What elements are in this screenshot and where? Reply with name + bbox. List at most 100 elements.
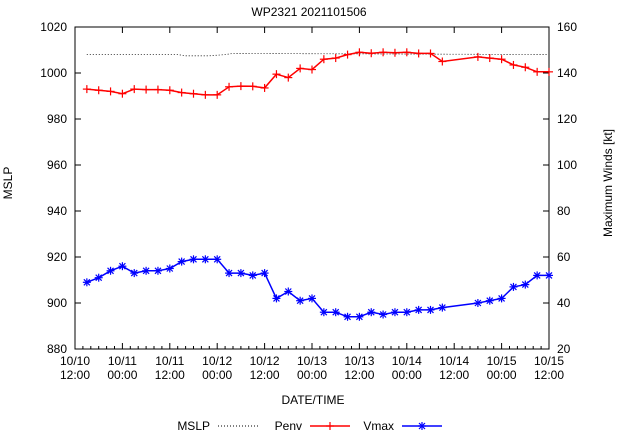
y-right-tick-label: 160	[557, 20, 577, 34]
data-point-penv	[213, 90, 222, 99]
data-point-penv	[82, 85, 91, 94]
marker-stroke	[391, 308, 399, 316]
marker-stroke	[213, 255, 221, 263]
y-right-tick-label: 140	[557, 66, 577, 80]
x-tick-label-time: 00:00	[392, 368, 422, 382]
data-point-penv	[533, 67, 542, 76]
data-point-vmax	[236, 269, 245, 278]
data-point-vmax	[308, 294, 316, 303]
x-tick-label-date: 10/14	[439, 354, 469, 368]
marker-stroke	[427, 306, 434, 314]
marker-stroke	[415, 306, 423, 314]
marker-stroke	[107, 267, 114, 275]
data-point-penv	[260, 83, 269, 92]
y-left-tick-label: 920	[47, 250, 67, 264]
data-point-penv	[189, 89, 198, 98]
data-point-penv	[94, 86, 103, 95]
y-left-tick-label: 1020	[40, 20, 67, 34]
y-right-tick-label: 120	[557, 112, 577, 126]
data-point-vmax	[497, 294, 506, 303]
data-point-vmax	[414, 305, 423, 314]
marker-stroke	[284, 288, 292, 295]
data-point-vmax	[106, 266, 115, 275]
data-point-vmax	[521, 280, 530, 289]
series-line-mslp	[86, 52, 550, 57]
y-right-tick-label: 80	[557, 204, 571, 218]
data-point-penv	[343, 50, 352, 59]
data-point-penv	[497, 55, 506, 64]
marker-stroke	[320, 308, 328, 316]
data-point-vmax	[260, 269, 269, 278]
data-point-vmax	[284, 287, 293, 296]
y-right-tick-label: 100	[557, 158, 577, 172]
data-point-vmax	[473, 299, 482, 307]
y-axis-right-label: Maximum Winds [kt]	[601, 129, 615, 237]
x-tick-label-time: 12:00	[155, 368, 185, 382]
data-point-penv	[130, 85, 139, 94]
x-tick-label-date: 10/11	[155, 354, 184, 368]
data-point-vmax	[118, 262, 127, 271]
x-tick-label-time: 12:00	[344, 368, 374, 382]
marker-stroke	[261, 269, 269, 277]
plot-frame-layer	[74, 26, 550, 350]
data-point-vmax	[296, 296, 305, 305]
data-point-penv	[177, 88, 186, 97]
marker-stroke	[355, 313, 363, 321]
marker-stroke	[296, 297, 304, 305]
data-point-penv	[414, 49, 423, 58]
x-tick-label-time: 00:00	[202, 368, 232, 382]
data-point-vmax	[343, 312, 352, 321]
data-point-penv	[236, 82, 245, 91]
marker-stroke	[83, 278, 91, 286]
data-point-penv	[379, 48, 388, 57]
data-point-penv	[485, 54, 494, 63]
data-point-vmax	[545, 271, 553, 280]
marker-stroke	[237, 269, 245, 277]
x-tick-label-date: 10/13	[297, 354, 327, 368]
marker-stroke	[474, 299, 482, 307]
data-point-vmax	[201, 255, 210, 264]
data-point-vmax	[94, 273, 103, 282]
legend-label-penv: Penv	[275, 419, 302, 432]
data-point-vmax	[355, 312, 364, 321]
x-tick-label-time: 12:00	[439, 368, 469, 382]
y-left-tick-label: 960	[47, 158, 67, 172]
marker-stroke	[521, 281, 529, 289]
legend-label-mslp: MSLP	[177, 419, 210, 432]
data-point-vmax	[379, 310, 388, 319]
data-point-penv	[473, 52, 482, 61]
marker-stroke	[118, 262, 126, 270]
data-point-vmax	[153, 266, 162, 275]
data-point-penv	[248, 82, 257, 91]
marker-stroke	[533, 271, 541, 279]
data-point-vmax	[177, 257, 186, 266]
data-point-vmax	[509, 282, 518, 291]
data-point-penv	[367, 49, 376, 58]
x-tick-label-date: 10/15	[534, 354, 564, 368]
marker-stroke	[95, 274, 103, 282]
y-left-tick-label: 880	[47, 342, 67, 356]
data-point-penv	[521, 63, 530, 72]
marker-stroke	[201, 255, 209, 263]
marker-stroke	[142, 267, 150, 275]
x-tick-label-date: 10/11	[108, 354, 137, 368]
y-right-tick-label: 40	[557, 296, 571, 310]
y-right-tick-label: 60	[557, 250, 571, 264]
data-point-vmax	[367, 308, 376, 317]
data-point-penv	[402, 48, 411, 57]
y-left-tick-label: 980	[47, 112, 67, 126]
data-point-vmax	[225, 269, 234, 278]
x-axis-label: DATE/TIME	[281, 393, 344, 407]
x-tick-label-time: 12:00	[60, 368, 90, 382]
data-point-penv	[545, 67, 553, 76]
legend-label-vmax: Vmax	[363, 419, 394, 432]
data-point-vmax	[331, 308, 340, 317]
data-point-penv	[438, 57, 447, 66]
data-point-vmax	[272, 294, 281, 303]
data-point-penv	[296, 64, 305, 73]
data-point-penv	[509, 60, 518, 69]
series-layer	[82, 48, 553, 321]
data-point-vmax	[82, 278, 91, 287]
marker-stroke	[178, 258, 186, 266]
data-point-penv	[308, 65, 316, 74]
